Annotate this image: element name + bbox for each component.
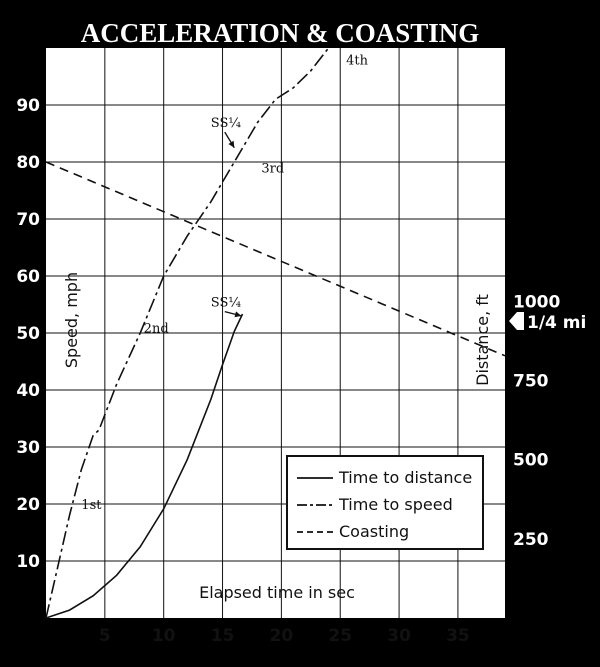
y-tick-label: 70 — [16, 210, 40, 230]
legend-label: Time to speed — [338, 495, 453, 514]
y-tick-label: 50 — [16, 324, 40, 344]
annotation-label: 2nd — [144, 321, 169, 336]
arrowhead-icon — [234, 311, 242, 318]
annotations: 1st 2nd 3rd 4th SS¼ SS¼ — [81, 53, 368, 513]
y-tick-label: 20 — [16, 495, 40, 515]
annotation-label: SS¼ — [211, 116, 242, 131]
quarter-mile-label: 1/4 mi — [527, 313, 586, 333]
x-axis-label: Elapsed time in sec — [199, 583, 355, 602]
series-layer — [45, 47, 506, 619]
series-line-coasting — [45, 161, 506, 357]
chart-title: ACCELERATION & COASTING — [81, 18, 480, 48]
arrowhead-icon — [228, 140, 235, 148]
legend-label: Time to distance — [338, 468, 472, 487]
x-tick-label: 10 — [152, 626, 176, 646]
grid — [46, 48, 505, 618]
y-tick-label: 90 — [16, 96, 40, 116]
y2-axis-label: Distance, ft — [473, 294, 492, 386]
y-tick-label: 10 — [16, 552, 40, 572]
quarter-mile-marker: 1/4 mi — [509, 312, 586, 333]
x-tick-label: 30 — [387, 626, 411, 646]
series-line-time-to-speed — [45, 47, 330, 619]
y-axis-label: Speed, mph — [62, 272, 81, 368]
legend-label: Coasting — [339, 522, 409, 541]
x-tick-label: 5 — [99, 626, 111, 646]
y-tick-label: 80 — [16, 153, 40, 173]
x-tick-label: 35 — [446, 626, 470, 646]
annotation-label: 3rd — [261, 162, 284, 177]
x-tick-label: 20 — [270, 626, 294, 646]
annotation-label: 1st — [81, 498, 102, 513]
y2-tick-label: 500 — [513, 451, 549, 471]
y-tick-label: 60 — [16, 267, 40, 287]
y2-tick-label: 1000 — [513, 292, 560, 312]
y-tick-label: 40 — [16, 381, 40, 401]
tick-labels: 5 10 15 20 25 30 35 10 20 30 40 50 60 70 80 90 250 500 750… — [16, 96, 560, 646]
y-tick-label: 30 — [16, 438, 40, 458]
y2-tick-label: 750 — [513, 372, 549, 392]
x-tick-label: 15 — [211, 626, 235, 646]
y2-tick-label: 250 — [513, 530, 549, 550]
series-line-time-to-distance — [45, 313, 244, 619]
annotation-label: SS¼ — [211, 296, 242, 311]
arrow-left-icon — [509, 312, 524, 330]
legend: Time to distance Time to speed Coasting — [286, 455, 484, 550]
annotation-label: 4th — [346, 53, 368, 68]
x-tick-label: 25 — [328, 626, 352, 646]
legend-box — [286, 455, 484, 550]
